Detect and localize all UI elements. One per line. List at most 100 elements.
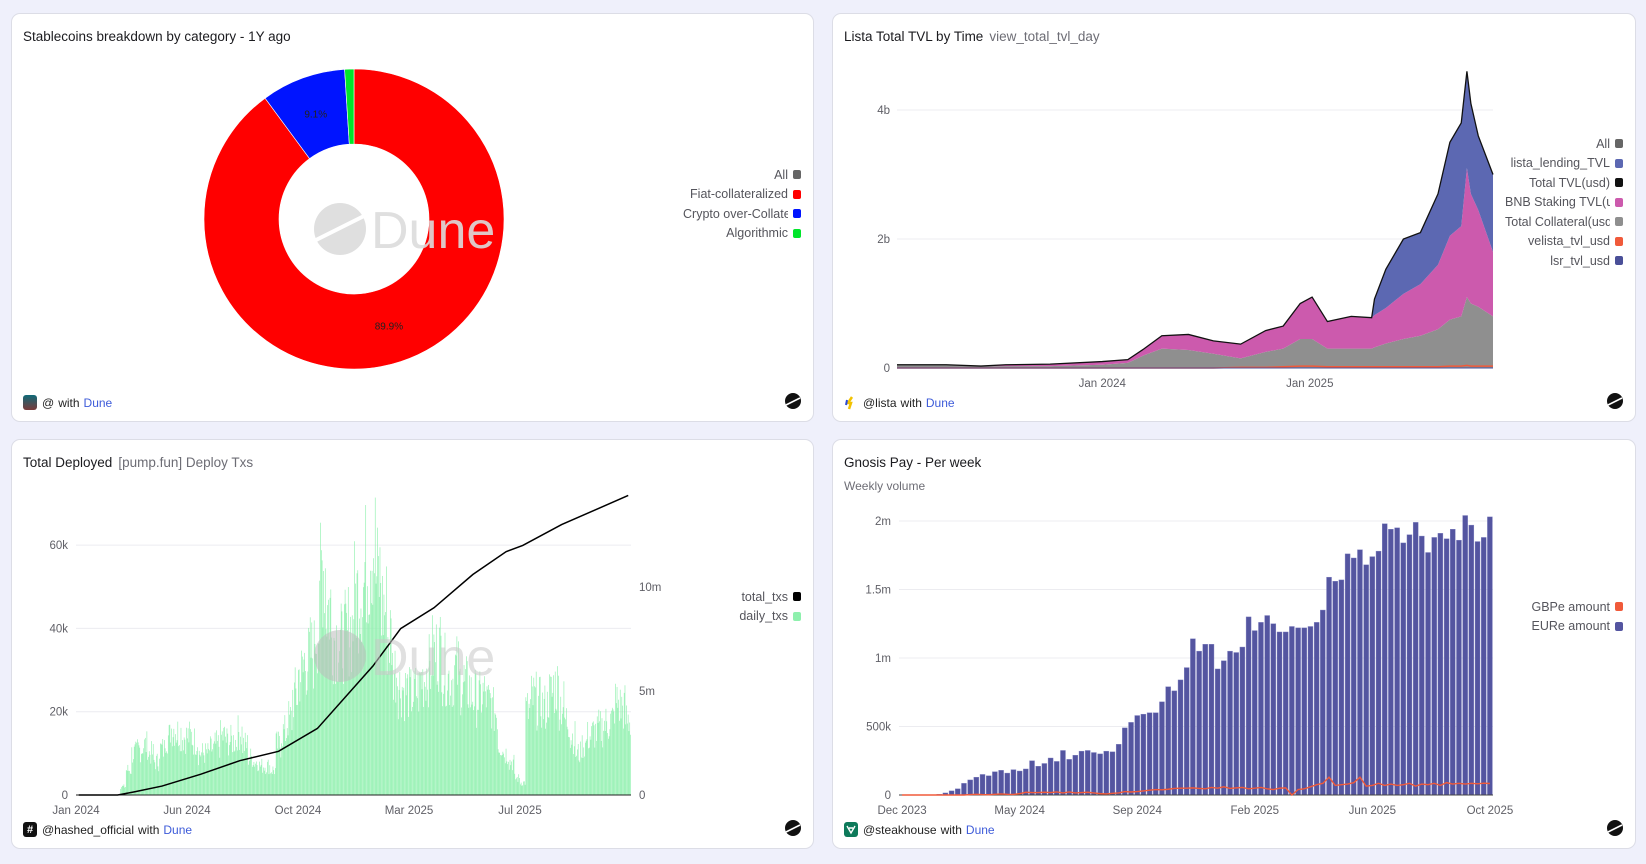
daily-bar <box>294 682 295 795</box>
legend-item[interactable]: Total TVL(usd) <box>1505 173 1623 193</box>
collateral-area <box>897 297 1493 368</box>
daily-bar <box>585 742 586 795</box>
daily-bar <box>328 639 330 795</box>
daily-bar <box>157 766 159 795</box>
daily-bar <box>596 716 598 795</box>
daily-bar <box>481 704 483 795</box>
legend-item[interactable]: Total Collateral(usd) <box>1505 212 1623 232</box>
user-avatar[interactable] <box>23 395 37 410</box>
footer-user[interactable]: @ <box>42 395 55 410</box>
legend-swatch <box>1615 602 1623 612</box>
hash-avatar-icon[interactable]: # <box>23 822 37 837</box>
daily-bar <box>258 770 259 795</box>
daily-bar <box>454 654 456 795</box>
daily-bar <box>367 623 369 795</box>
footer-user[interactable]: @steakhouse <box>863 822 937 837</box>
legend-item[interactable]: lsr_tvl_usd <box>1505 251 1623 271</box>
daily-bar <box>623 692 625 795</box>
daily-bar <box>309 617 311 795</box>
daily-bar <box>630 734 631 795</box>
daily-bar <box>316 654 317 795</box>
legend-item[interactable]: BNB Staking TVL(usd) <box>1505 193 1623 213</box>
daily-bar <box>525 697 527 795</box>
eure-bar <box>1400 542 1406 796</box>
eure-bar <box>1419 535 1425 796</box>
daily-bar <box>588 747 590 795</box>
legend-swatch <box>793 189 801 199</box>
eure-bar <box>1264 615 1270 796</box>
daily-bar <box>550 676 551 795</box>
daily-bar <box>283 729 285 795</box>
daily-bar <box>151 741 152 795</box>
dune-link[interactable]: Dune <box>83 395 113 410</box>
footer-user[interactable]: @hashed_official <box>42 822 135 837</box>
dune-logo-icon[interactable] <box>785 393 801 409</box>
legend-item[interactable]: total_txs <box>739 587 801 607</box>
pump-fun-deploy-card: Total Deployed [pump.fun] Deploy Txs 0 20k… <box>11 439 814 849</box>
daily-bar <box>343 683 344 795</box>
daily-bar <box>137 742 139 795</box>
steakhouse-avatar-icon[interactable] <box>844 822 858 837</box>
eure-bar <box>1066 759 1072 796</box>
dune-link[interactable]: Dune <box>163 822 193 837</box>
daily-bar <box>618 699 619 795</box>
footer-user[interactable]: @lista <box>863 395 897 410</box>
legend-item[interactable]: All <box>1505 134 1623 154</box>
dune-link[interactable]: Dune <box>965 822 995 837</box>
eure-bar <box>1208 644 1215 796</box>
daily-bar <box>548 717 550 795</box>
daily-bar <box>274 774 275 795</box>
daily-bar <box>204 762 206 795</box>
daily-bar <box>351 672 352 795</box>
legend-swatch <box>1615 139 1623 149</box>
y2-tick-label: 5m <box>639 686 655 698</box>
daily-bar <box>135 741 137 795</box>
daily-bar <box>421 689 423 795</box>
daily-bar <box>434 642 436 795</box>
daily-bar <box>627 714 629 795</box>
daily-bar <box>419 672 420 795</box>
daily-bar <box>134 744 136 795</box>
daily-bar <box>123 784 125 795</box>
daily-bar <box>243 737 244 795</box>
query-name[interactable]: [pump.fun] Deploy Txs <box>118 455 254 470</box>
daily-bar <box>492 697 493 795</box>
legend-item[interactable]: velista_tvl_usd <box>1505 232 1623 252</box>
dune-logo-icon[interactable] <box>1607 820 1623 836</box>
eure-bar <box>1369 556 1376 796</box>
daily-bar <box>539 677 540 795</box>
daily-bar <box>206 753 208 795</box>
dune-watermark: Dune <box>314 629 495 687</box>
daily-bar <box>305 694 307 795</box>
eure-bar <box>1004 772 1010 796</box>
daily-bar <box>512 759 514 795</box>
daily-bar <box>601 718 603 795</box>
legend-item[interactable]: lista_lending_TVL <box>1505 154 1623 174</box>
user-avatar[interactable] <box>844 395 858 410</box>
dune-logo-icon[interactable] <box>1607 393 1623 409</box>
daily-bar <box>281 743 282 795</box>
y-tick-label: 60k <box>49 540 68 552</box>
legend-item[interactable]: EURe amount <box>1531 617 1623 637</box>
legend-item[interactable]: All <box>683 165 801 185</box>
legend-label: velista_tvl_usd <box>1528 234 1610 249</box>
daily-bar <box>256 765 258 795</box>
gbpe-line <box>902 776 1490 796</box>
query-name[interactable]: view_total_tvl_day <box>989 29 1100 44</box>
eure-bar <box>1344 553 1351 796</box>
eure-bar <box>1437 533 1444 796</box>
eure-bar <box>1134 715 1140 796</box>
dune-logo-icon[interactable] <box>785 820 801 836</box>
daily-bar <box>377 527 378 795</box>
legend-item[interactable]: Crypto over-Collateralized <box>683 204 801 224</box>
daily-bar <box>559 719 561 795</box>
legend-item[interactable]: Fiat-collateralized <box>683 185 801 205</box>
legend-item[interactable]: GBPe amount <box>1531 597 1623 617</box>
daily-bar <box>489 693 491 795</box>
legend-item[interactable]: daily_txs <box>739 607 801 627</box>
legend-item[interactable]: Algorithmic <box>683 224 801 244</box>
daily-bar <box>245 742 247 795</box>
daily-bar <box>346 612 347 795</box>
daily-bar <box>593 725 595 795</box>
dune-link[interactable]: Dune <box>925 395 955 410</box>
